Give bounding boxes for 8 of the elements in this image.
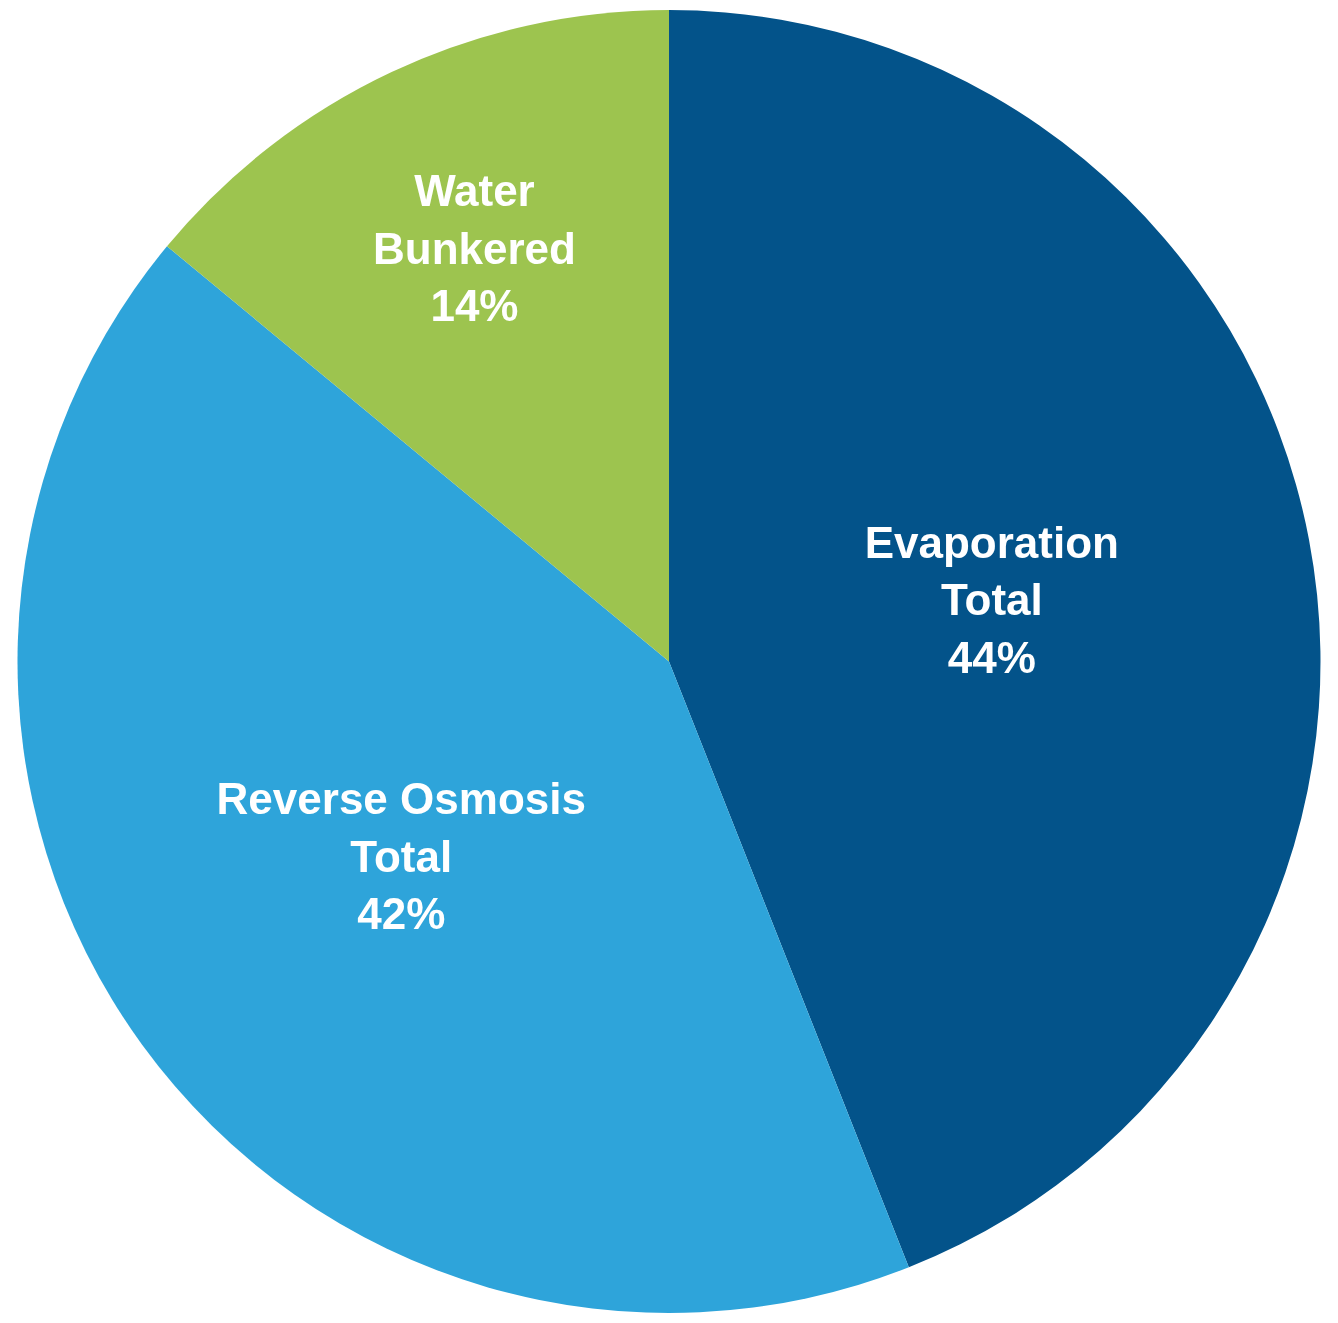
slice-label: Reverse Osmosis Total [216,774,586,881]
data-label: 42% [357,888,446,938]
slice-label: Evaporation Total [864,518,1119,625]
data-label: 44% [947,632,1036,682]
pie-slice [167,10,669,662]
data-label: 14% [430,280,519,330]
pie-slice [669,10,1320,1268]
slice-label: Water Bunkered [372,166,576,273]
